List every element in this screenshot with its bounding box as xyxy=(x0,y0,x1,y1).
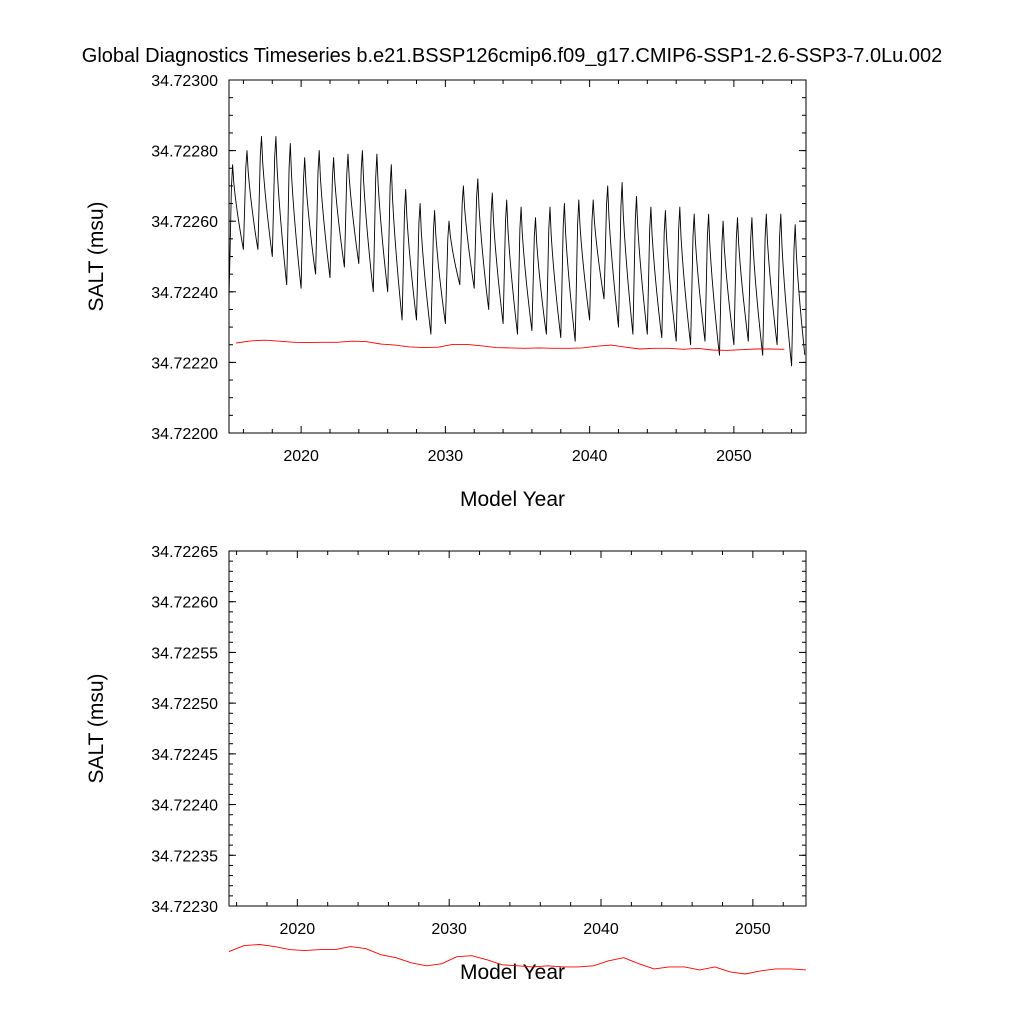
y-tick-label: 34.72260 xyxy=(151,214,218,231)
y-tick-label: 34.72280 xyxy=(151,144,218,161)
page-title: Global Diagnostics Timeseries b.e21.BSSP… xyxy=(81,45,943,67)
y-tick-label: 34.72240 xyxy=(151,798,218,815)
y-tick-label: 34.72220 xyxy=(151,355,218,372)
annual-mean-series-line xyxy=(236,339,785,351)
x-tick-label: 2020 xyxy=(283,448,319,465)
x-tick-label: 2030 xyxy=(431,921,467,938)
x-tick-label: 2050 xyxy=(716,448,752,465)
plot-frame xyxy=(228,79,807,434)
y-tick-label: 34.72265 xyxy=(151,544,218,561)
y-tick-label: 34.72240 xyxy=(151,285,218,302)
top-chart: 2020 2030 2040 2050 34.72200 34.72220 34.72240… xyxy=(85,73,807,511)
y-tick-label: 34.72300 xyxy=(151,73,218,90)
bottom-chart: 2020 2030 2040 2050 34.72230 34.72235 34.72240… xyxy=(85,544,807,984)
x-tick-label: 2030 xyxy=(428,448,464,465)
x-tick-label: 2050 xyxy=(735,921,771,938)
x-tick-label: 2040 xyxy=(572,448,608,465)
plot-frame xyxy=(228,550,807,907)
x-axis-title: Model Year xyxy=(460,961,565,984)
y-tick-label: 34.72245 xyxy=(151,747,218,764)
y-tick-label: 34.72260 xyxy=(151,595,218,612)
y-tick-label: 34.72200 xyxy=(151,426,218,443)
x-tick-label: 2020 xyxy=(280,921,316,938)
y-axis-title: SALT (msu) xyxy=(85,201,108,311)
y-axis-title: SALT (msu) xyxy=(85,673,108,783)
annual-mean-series-line xyxy=(228,944,807,975)
x-axis-title: Model Year xyxy=(460,488,565,511)
y-tick-label: 34.72250 xyxy=(151,696,218,713)
x-tick-label: 2040 xyxy=(583,921,619,938)
y-tick-label: 34.72255 xyxy=(151,645,218,662)
y-tick-label: 34.72235 xyxy=(151,848,218,865)
y-tick-label: 34.72230 xyxy=(151,899,218,916)
monthly-series-line xyxy=(228,136,806,367)
